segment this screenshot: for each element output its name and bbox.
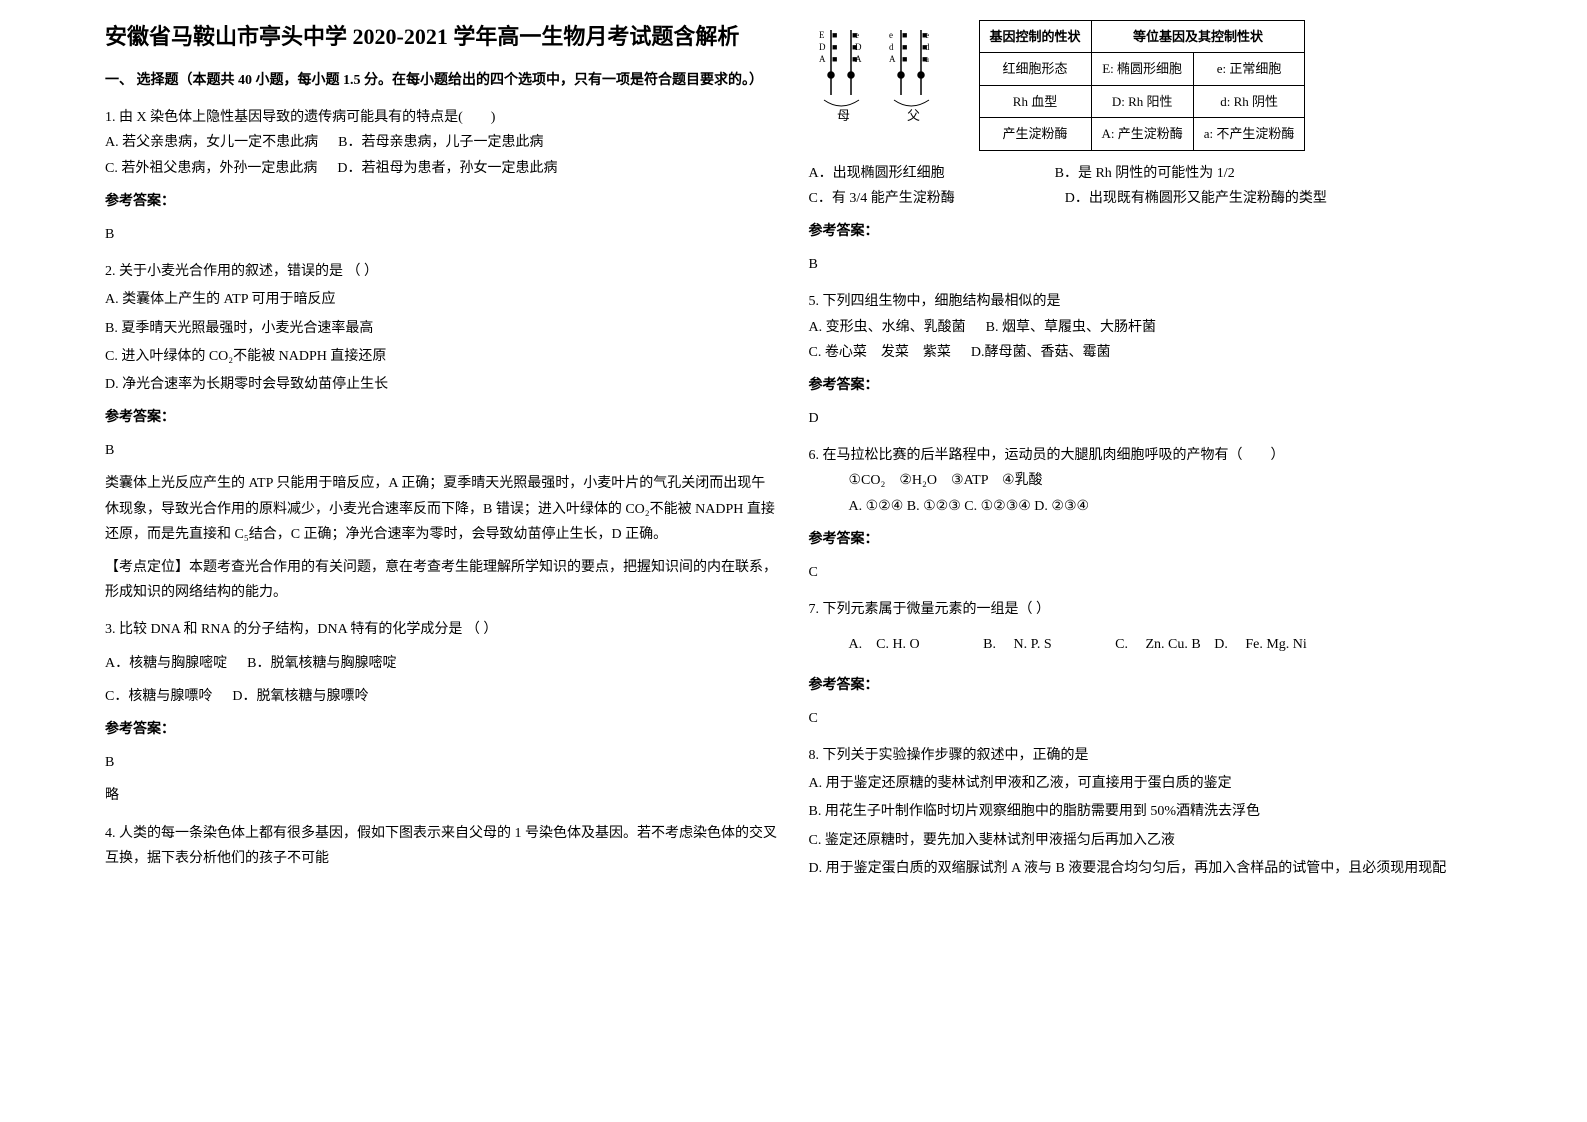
q5: 5. 下列四组生物中，细胞结构最相似的是 A. 变形虫、水绵、乳酸菌 B. 烟草…	[809, 289, 1483, 431]
th-trait: 基因控制的性状	[979, 21, 1091, 53]
svg-text:■: ■	[852, 42, 857, 52]
table-row: Rh 血型 D: Rh 阳性 d: Rh 阴性	[979, 85, 1305, 117]
q8-optD: D. 用于鉴定蛋白质的双缩脲试剂 A 液与 B 液要混合均匀匀后，再加入含样品的…	[809, 856, 1483, 881]
section-header: 一、 选择题（本题共 40 小题，每小题 1.5 分。在每小题给出的四个选项中，…	[105, 68, 779, 93]
q3: 3. 比较 DNA 和 RNA 的分子结构，DNA 特有的化学成分是 （ ） A…	[105, 617, 779, 808]
q4-figure-row: EDA eDA edA eda ■■■ ■■■ ■■■ ■■■ 母 父 基因控制…	[809, 20, 1483, 151]
q6-items: ①CO₂ ②H₂O ③ATP ④乳酸	[809, 468, 1483, 493]
q3-optD: D．脱氧核糖与腺嘌呤	[232, 684, 368, 709]
svg-text:A: A	[889, 54, 896, 64]
q5-optB: B. 烟草、草履虫、大肠杆菌	[986, 315, 1156, 340]
q6-opts: A. ①②④ B. ①②③ C. ①②③④ D. ②③④	[809, 494, 1483, 519]
q2-answer: B	[105, 438, 779, 463]
q8: 8. 下列关于实验操作步骤的叙述中，正确的是 A. 用于鉴定还原糖的斐林试剂甲液…	[809, 743, 1483, 881]
q1-optD: D．若祖母为患者，孙女一定患此病	[337, 156, 557, 181]
svg-text:■: ■	[902, 30, 907, 40]
q2-note: 【考点定位】本题考查光合作用的有关问题，意在考查考生能理解所学知识的要点，把握知…	[105, 555, 779, 605]
q5-stem: 5. 下列四组生物中，细胞结构最相似的是	[809, 289, 1483, 314]
page-title: 安徽省马鞍山市亭头中学 2020-2021 学年高一生物月考试题含解析	[105, 20, 779, 53]
svg-text:■: ■	[852, 30, 857, 40]
q1: 1. 由 X 染色体上隐性基因导致的遗传病可能具有的特点是( ) A. 若父亲患…	[105, 105, 779, 247]
q2-optC: C. 进入叶绿体的 CO₂不能被 NADPH 直接还原	[105, 344, 779, 369]
q1-optC: C. 若外祖父患病，外孙一定患此病	[105, 156, 317, 181]
q7-optC: C. Zn. Cu. B	[1115, 637, 1201, 652]
father-label: 父	[907, 108, 920, 123]
q7-optA: A. C. H. O	[849, 637, 920, 652]
q4-optA: A．出现椭圆形红细胞	[809, 161, 945, 186]
q7-answer: C	[809, 706, 1483, 731]
q3-optB: B．脱氧核糖与胸腺嘧啶	[247, 651, 396, 676]
q2-optD: D. 净光合速率为长期零时会导致幼苗停止生长	[105, 372, 779, 397]
q6-stem: 6. 在马拉松比赛的后半路程中，运动员的大腿肌肉细胞呼吸的产物有（ ）	[809, 443, 1483, 468]
q1-stem: 1. 由 X 染色体上隐性基因导致的遗传病可能具有的特点是( )	[105, 105, 779, 130]
answer-label: 参考答案：	[809, 373, 1483, 398]
mother-label: 母	[837, 108, 850, 123]
svg-text:■: ■	[852, 54, 857, 64]
svg-text:D: D	[819, 42, 826, 52]
svg-text:■: ■	[832, 30, 837, 40]
q3-optC: C．核糖与腺嘌呤	[105, 684, 212, 709]
svg-text:■: ■	[922, 30, 927, 40]
q6-answer: C	[809, 560, 1483, 585]
answer-label: 参考答案：	[105, 189, 779, 214]
q2-optB: B. 夏季晴天光照最强时，小麦光合速率最高	[105, 316, 779, 341]
q4-optD: D．出现既有椭圆形又能产生淀粉酶的类型	[1065, 186, 1327, 211]
answer-label: 参考答案：	[809, 219, 1483, 244]
q2-stem: 2. 关于小麦光合作用的叙述，错误的是 （ ）	[105, 259, 779, 284]
left-column: 安徽省马鞍山市亭头中学 2020-2021 学年高一生物月考试题含解析 一、 选…	[90, 20, 794, 1102]
answer-label: 参考答案：	[105, 405, 779, 430]
svg-text:e: e	[889, 30, 893, 40]
q8-optA: A. 用于鉴定还原糖的斐林试剂甲液和乙液，可直接用于蛋白质的鉴定	[809, 771, 1483, 796]
q2: 2. 关于小麦光合作用的叙述，错误的是 （ ） A. 类囊体上产生的 ATP 可…	[105, 259, 779, 605]
q8-stem: 8. 下列关于实验操作步骤的叙述中，正确的是	[809, 743, 1483, 768]
q8-optC: C. 鉴定还原糖时，要先加入斐林试剂甲液摇匀后再加入乙液	[809, 828, 1483, 853]
q3-optA: A．核糖与胸腺嘧啶	[105, 651, 227, 676]
q8-optB: B. 用花生子叶制作临时切片观察细胞中的脂肪需要用到 50%酒精洗去浮色	[809, 799, 1483, 824]
q5-answer: D	[809, 406, 1483, 431]
answer-label: 参考答案：	[809, 673, 1483, 698]
q4-optB: B．是 Rh 阴性的可能性为 1/2	[1055, 161, 1235, 186]
svg-text:■: ■	[922, 54, 927, 64]
q7-optD: D. Fe. Mg. Ni	[1214, 637, 1307, 652]
svg-text:■: ■	[832, 42, 837, 52]
q5-optC: C. 卷心菜 发菜 紫菜	[809, 340, 951, 365]
q1-answer: B	[105, 222, 779, 247]
q3-stem: 3. 比较 DNA 和 RNA 的分子结构，DNA 特有的化学成分是 （ ）	[105, 617, 779, 642]
q7-stem: 7. 下列元素属于微量元素的一组是（ ）	[809, 597, 1483, 622]
q5-optA: A. 变形虫、水绵、乳酸菌	[809, 315, 966, 340]
q4-answer: B	[809, 252, 1483, 277]
q7: 7. 下列元素属于微量元素的一组是（ ） A. C. H. O B. N. P.…	[809, 597, 1483, 731]
q5-optD: D.酵母菌、香菇、霉菌	[971, 340, 1111, 365]
q6: 6. 在马拉松比赛的后半路程中，运动员的大腿肌肉细胞呼吸的产物有（ ） ①CO₂…	[809, 443, 1483, 585]
q3-omit: 略	[105, 783, 779, 808]
th-allele: 等位基因及其控制性状	[1091, 21, 1305, 53]
q4-stem-text: 4. 人类的每一条染色体上都有很多基因，假如下图表示来自父母的 1 号染色体及基…	[105, 821, 779, 871]
svg-text:■: ■	[902, 54, 907, 64]
answer-label: 参考答案：	[809, 527, 1483, 552]
svg-text:d: d	[889, 42, 894, 52]
answer-label: 参考答案：	[105, 717, 779, 742]
svg-text:■: ■	[922, 42, 927, 52]
q1-optB: B．若母亲患病，儿子一定患此病	[338, 130, 543, 155]
svg-text:A: A	[819, 54, 826, 64]
svg-text:■: ■	[902, 42, 907, 52]
q2-optA: A. 类囊体上产生的 ATP 可用于暗反应	[105, 287, 779, 312]
q2-explanation: 类囊体上光反应产生的 ATP 只能用于暗反应，A 正确；夏季晴天光照最强时，小麦…	[105, 471, 779, 547]
q1-optA: A. 若父亲患病，女儿一定不患此病	[105, 130, 318, 155]
q4-optC: C．有 3/4 能产生淀粉酶	[809, 186, 955, 211]
chromosome-diagram: EDA eDA edA eda ■■■ ■■■ ■■■ ■■■ 母 父	[809, 20, 959, 130]
table-row: 红细胞形态 E: 椭圆形细胞 e: 正常细胞	[979, 53, 1305, 85]
svg-text:■: ■	[832, 54, 837, 64]
q7-optB: B. N. P. S	[983, 637, 1051, 652]
table-row: 产生淀粉酶 A: 产生淀粉酶 a: 不产生淀粉酶	[979, 118, 1305, 150]
svg-text:E: E	[819, 30, 825, 40]
q3-answer: B	[105, 750, 779, 775]
trait-table: 基因控制的性状 等位基因及其控制性状 红细胞形态 E: 椭圆形细胞 e: 正常细…	[979, 20, 1306, 151]
right-column: EDA eDA edA eda ■■■ ■■■ ■■■ ■■■ 母 父 基因控制…	[794, 20, 1498, 1102]
